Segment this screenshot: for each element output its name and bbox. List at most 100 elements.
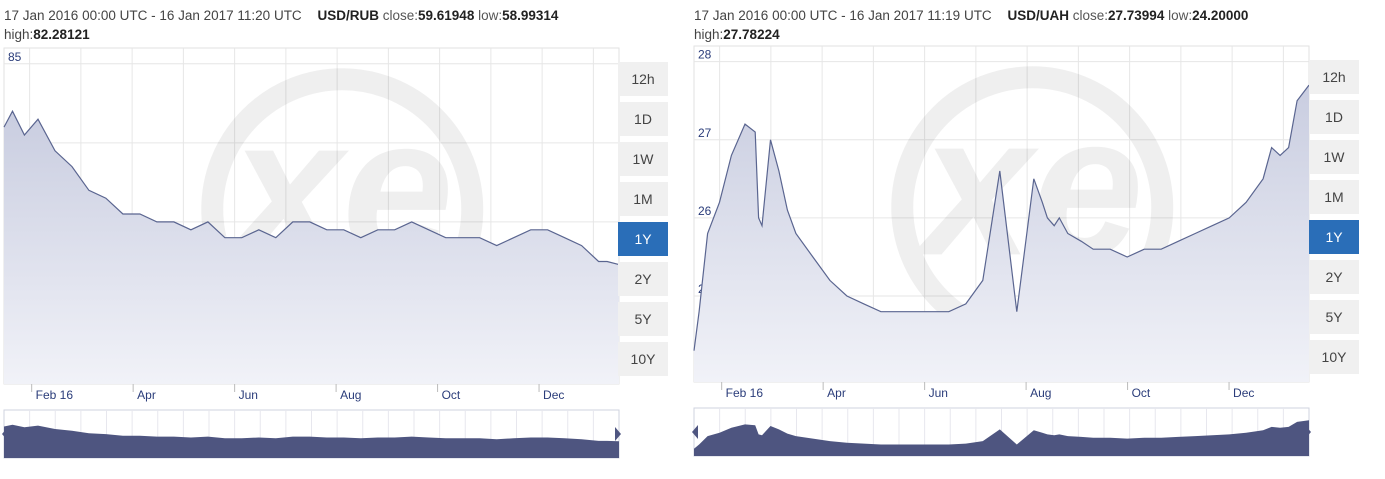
data-point [1228,217,1230,219]
high-label: high: [4,27,34,42]
x-tick-label: Jun [929,386,948,400]
x-tick-label: Jun [239,388,258,402]
data-point [326,229,328,231]
data-point [931,310,933,312]
data-point [495,244,497,246]
data-point [1058,217,1060,219]
data-point [846,295,848,297]
y-tick-label: 85 [8,50,22,64]
data-point [360,237,362,239]
data-point [754,131,756,133]
data-point [698,310,700,312]
data-point [71,165,73,167]
data-point [377,229,379,231]
data-point [88,189,90,191]
date-range: 17 Jan 2016 00:00 UTC - 16 Jan 2017 11:1… [694,8,992,23]
data-point [224,237,226,239]
data-point [982,279,984,281]
timeframe-12h[interactable]: 12h [1309,60,1359,94]
data-point [597,260,599,262]
series-area [694,85,1309,382]
data-point [769,139,771,141]
navigator-usd-rub[interactable] [0,406,630,464]
data-point [786,209,788,211]
data-point [139,213,141,215]
high-value: 82.28121 [33,27,90,42]
navigator-handle-right[interactable] [1305,425,1311,439]
x-tick-label: Apr [827,386,846,400]
timeframe-1m[interactable]: 1M [1309,180,1359,214]
data-point [999,170,1001,172]
timeframe-1m[interactable]: 1M [618,182,668,216]
chart-header: 17 Jan 2016 00:00 UTC - 16 Jan 2017 11:2… [4,6,558,26]
data-point [343,229,345,231]
chart-panel-usd-rub: 17 Jan 2016 00:00 UTC - 16 Jan 2017 11:2… [0,0,680,479]
data-point [914,310,916,312]
timeframe-1w[interactable]: 1W [1309,140,1359,174]
data-point [462,237,464,239]
x-tick-label: Feb 16 [726,386,764,400]
data-point [1016,310,1018,312]
navigator-usd-uah[interactable] [690,404,1320,462]
timeframe-5y[interactable]: 5Y [1309,300,1359,334]
data-point [730,154,732,156]
data-point [812,256,814,258]
y-tick-label: 26 [698,204,712,218]
timeframe-1y[interactable]: 1Y [618,222,668,256]
timeframe-12h[interactable]: 12h [618,62,668,96]
navigator-handle-right[interactable] [615,427,621,441]
high-value: 27.78224 [723,27,780,42]
data-point [948,310,950,312]
navigator-handle-left[interactable] [692,425,698,439]
data-point [1053,225,1055,227]
timeframe-5y[interactable]: 5Y [618,302,668,336]
series-area [4,111,619,384]
data-point [394,229,396,231]
data-point [411,221,413,223]
data-point [778,170,780,172]
data-point [445,237,447,239]
timeframe-1d[interactable]: 1D [618,102,668,136]
data-point [258,229,260,231]
timeframe-1d[interactable]: 1D [1309,100,1359,134]
data-point [829,279,831,281]
data-point [757,217,759,219]
data-point [563,237,565,239]
timeframe-2y[interactable]: 2Y [1309,260,1359,294]
data-point [693,350,695,352]
data-point [156,221,158,223]
timeframe-10y[interactable]: 10Y [1309,340,1359,374]
data-point [241,237,243,239]
data-point [1126,256,1128,258]
low-label: low: [478,8,503,23]
data-point [580,244,582,246]
y-tick-label: 28 [698,48,712,62]
data-point [275,237,277,239]
data-point [1296,99,1298,101]
timeframe-2y[interactable]: 2Y [618,262,668,296]
chart-header-high: high:27.78224 [694,26,780,44]
chart-header: 17 Jan 2016 00:00 UTC - 16 Jan 2017 11:1… [694,6,1248,26]
data-point [207,221,209,223]
x-tick-label: Aug [340,388,361,402]
timeframe-10y[interactable]: 10Y [618,342,668,376]
data-point [292,221,294,223]
currency-pair: USD/UAH [1007,8,1069,23]
chart-header-high: high:82.28121 [4,26,90,44]
navigator-handle-left[interactable] [2,427,8,441]
x-tick-label: Apr [137,388,156,402]
timeframe-1w[interactable]: 1W [618,142,668,176]
timeframe-1y[interactable]: 1Y [1309,220,1359,254]
data-point [606,260,608,262]
data-point [1143,248,1145,250]
data-point [863,303,865,305]
y-tick-label: 27 [698,126,712,140]
data-point [11,110,13,112]
data-point [897,310,899,312]
data-point [512,237,514,239]
data-point [546,229,548,231]
data-point [1046,217,1048,219]
close-value: 27.73994 [1108,8,1165,23]
